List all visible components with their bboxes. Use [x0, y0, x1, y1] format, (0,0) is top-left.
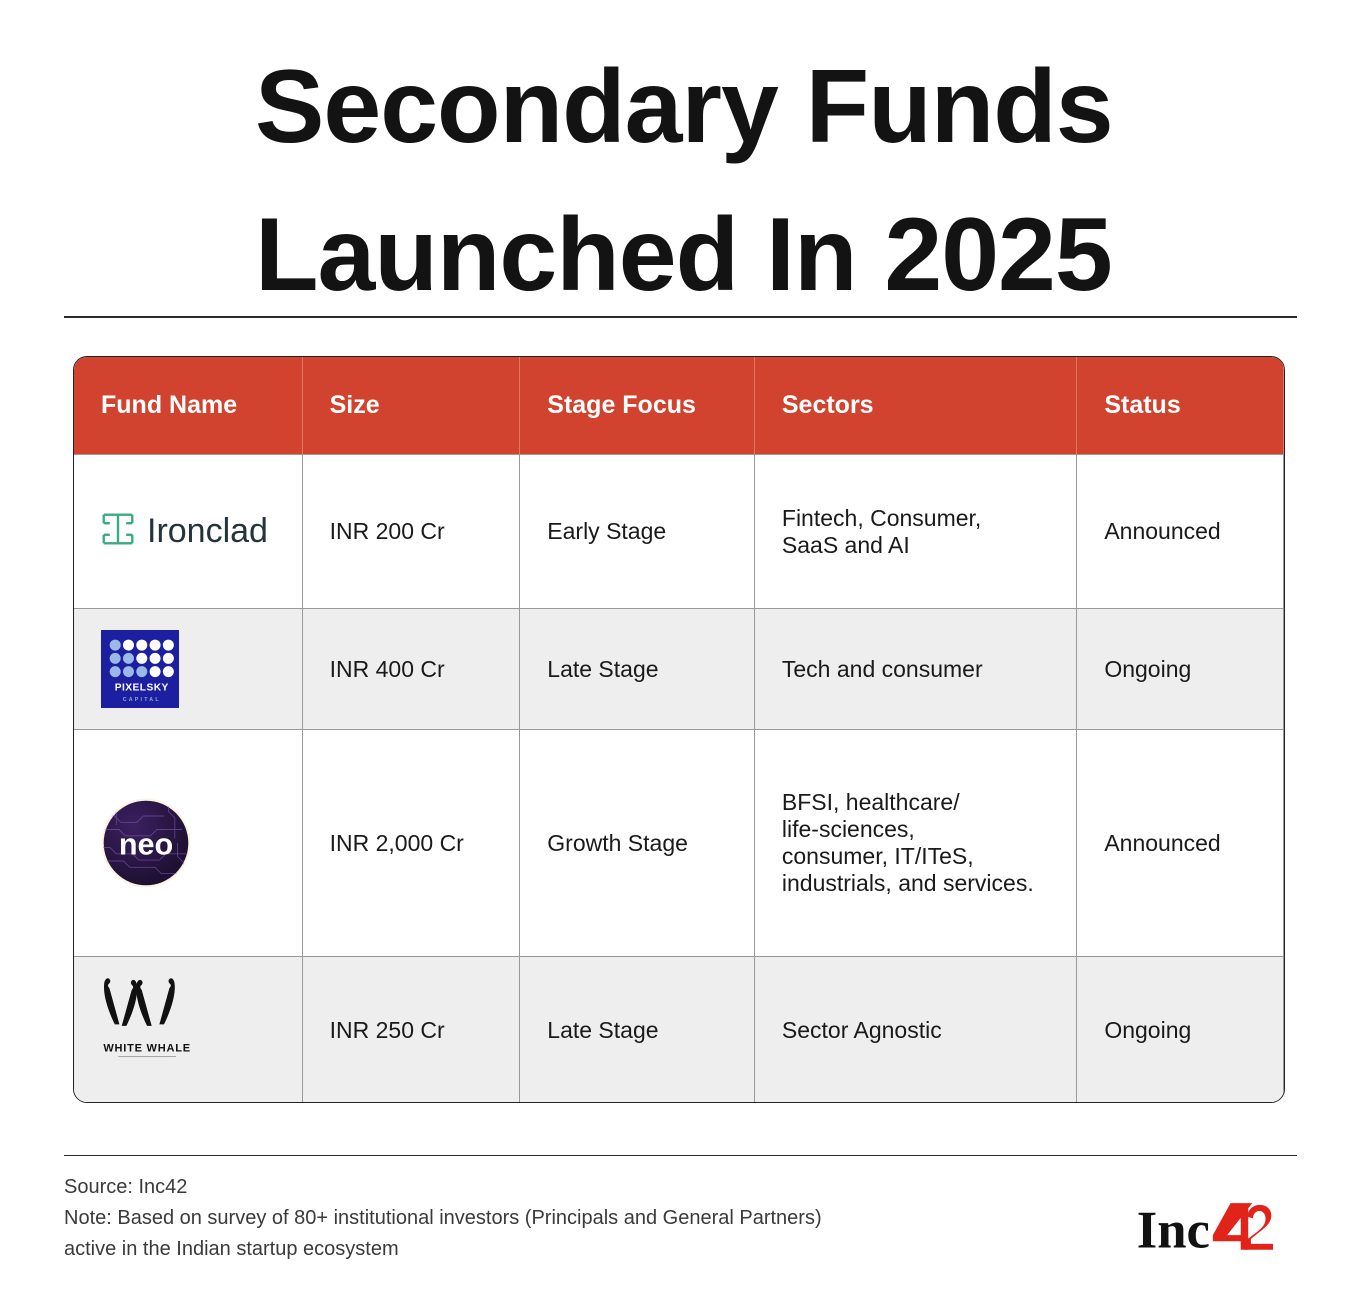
svg-text:PIXELSKY: PIXELSKY: [115, 682, 169, 693]
svg-text:WHITE WHALE: WHITE WHALE: [103, 1043, 191, 1055]
svg-text:Inc: Inc: [1137, 1201, 1210, 1259]
svg-text:CAPITAL: CAPITAL: [123, 697, 161, 703]
svg-text:neo: neo: [119, 828, 173, 862]
